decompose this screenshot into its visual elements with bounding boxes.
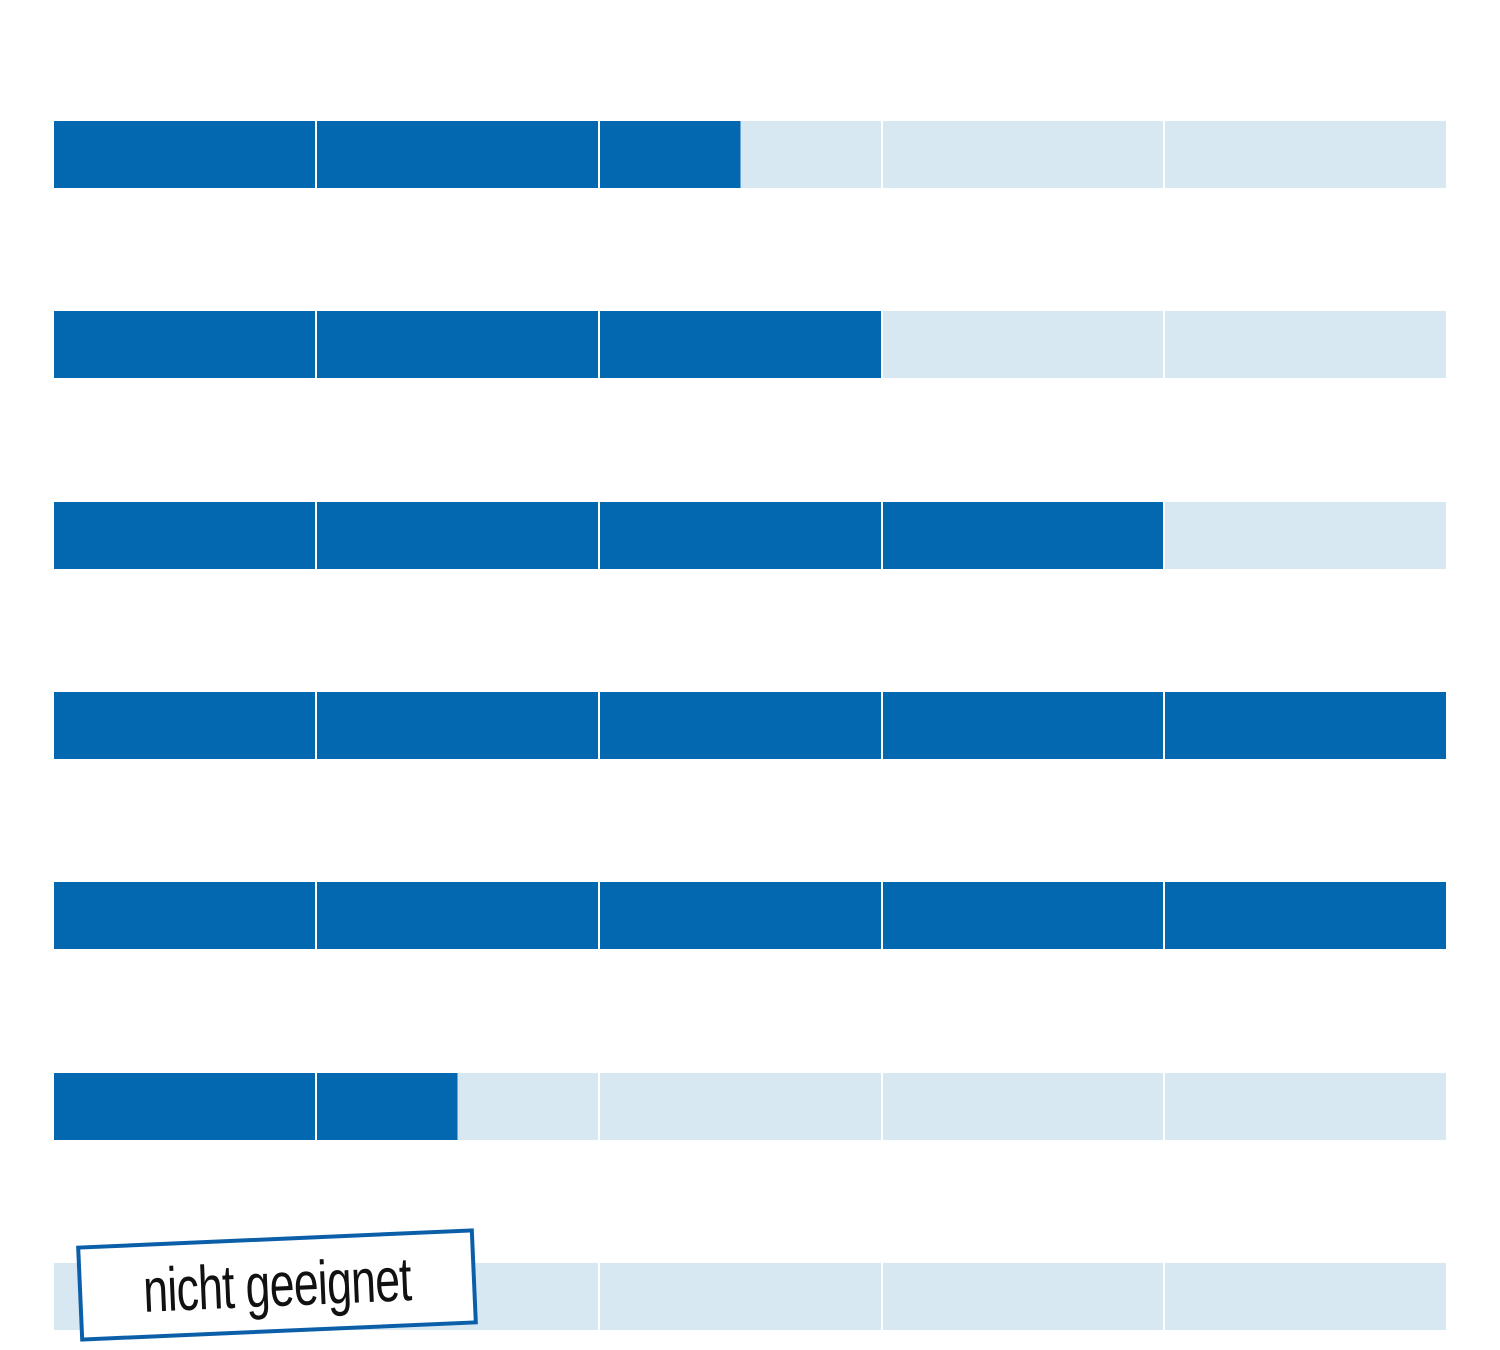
bar-5-segment-1-fill [54, 882, 315, 949]
bar-2-segment-4-background [883, 311, 1163, 378]
bar-3-segment-4-fill [883, 502, 1163, 569]
bar-2-segment-1-fill [54, 311, 315, 378]
bar-3-segment-1-fill [54, 502, 315, 569]
bar-1-segment-4-background [883, 121, 1163, 188]
not-suitable-stamp: nicht geeignet [76, 1228, 478, 1342]
bar-6-segment-1-fill [54, 1073, 315, 1140]
bar-4-segment-4-fill [883, 692, 1163, 759]
bar-3-segment-3-fill [600, 502, 881, 569]
bar-3-segment-2-fill [317, 502, 598, 569]
bar-6-segment-2-fill [317, 1073, 458, 1140]
rating-bar-5 [54, 882, 1446, 949]
bar-6-segment-3-background [600, 1073, 881, 1140]
bar-5-segment-5-fill [1165, 882, 1446, 949]
bar-6-segment-5-background [1165, 1073, 1446, 1140]
bar-4-segment-1-fill [54, 692, 315, 759]
bar-4-segment-2-fill [317, 692, 598, 759]
not-suitable-stamp-text: nicht geeignet [141, 1244, 413, 1326]
bar-6-segment-4-background [883, 1073, 1163, 1140]
bar-7-segment-5-background [1165, 1263, 1446, 1330]
bar-2-segment-2-fill [317, 311, 598, 378]
rating-bar-4 [54, 692, 1446, 759]
bar-5-segment-2-fill [317, 882, 598, 949]
bar-4-segment-3-fill [600, 692, 881, 759]
rating-bar-6 [54, 1073, 1446, 1140]
bar-2-segment-5-background [1165, 311, 1446, 378]
bar-4-segment-5-fill [1165, 692, 1446, 759]
rating-bar-1 [54, 121, 1446, 188]
bar-1-segment-1-fill [54, 121, 315, 188]
bar-2-segment-3-fill [600, 311, 881, 378]
bar-1-segment-2-fill [317, 121, 598, 188]
bar-5-segment-3-fill [600, 882, 881, 949]
rating-bar-2 [54, 311, 1446, 378]
bar-1-segment-5-background [1165, 121, 1446, 188]
bar-5-segment-4-fill [883, 882, 1163, 949]
bar-3-segment-5-background [1165, 502, 1446, 569]
bar-7-segment-4-background [883, 1263, 1163, 1330]
bar-7-segment-3-background [600, 1263, 881, 1330]
bar-1-segment-3-fill [600, 121, 741, 188]
rating-bar-3 [54, 502, 1446, 569]
